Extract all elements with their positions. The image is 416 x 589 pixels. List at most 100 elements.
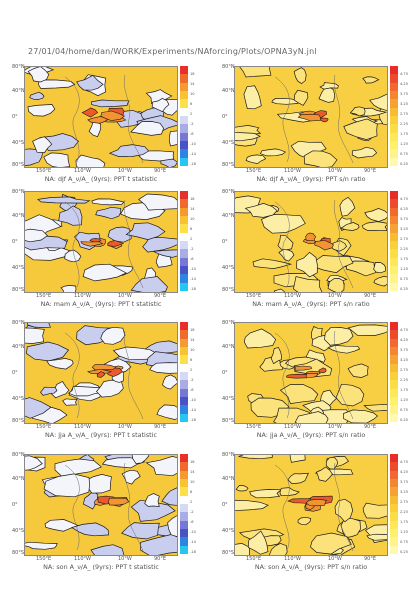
colorbar-label: 3.75 <box>400 92 409 96</box>
colorbar-swatch <box>180 371 188 381</box>
lat-tick-label: 40°S <box>222 396 235 402</box>
contour-map <box>234 66 388 168</box>
colorbar-label: 14 <box>190 207 195 211</box>
colorbar-label: -14 <box>190 540 196 544</box>
colorbar <box>390 454 398 554</box>
colorbar-swatch <box>390 265 398 275</box>
lat-tick-label: 40°S <box>12 265 25 271</box>
coastline <box>64 74 144 164</box>
lat-tick-label: 40°N <box>222 88 235 94</box>
colorbar-label: 2 <box>190 237 193 241</box>
map-panel-mam-t: 80°N 40°N 0° 40°S 80°S 150°E 110°W 10°W 90°E NA: … <box>12 189 202 319</box>
colorbar-swatch <box>180 282 188 291</box>
colorbar-swatch <box>390 191 398 200</box>
colorbar-swatch <box>180 545 188 554</box>
lon-tick-label: 110°W <box>284 168 301 174</box>
colorbar-label: 2.25 <box>400 510 409 514</box>
contour-region <box>167 515 177 537</box>
lat-tick-label: 0° <box>222 502 228 508</box>
colorbar-swatch <box>390 157 398 166</box>
colorbar-swatch <box>180 338 188 347</box>
panel-caption: NA: son A_ν/A_ (9yrs): PPT s/n ratio <box>254 563 368 571</box>
colorbar-label: 18 <box>190 328 195 332</box>
contour-region <box>68 385 109 397</box>
lon-tick-label: 10°W <box>118 424 132 430</box>
colorbar-label: 10 <box>190 348 195 352</box>
contour-region <box>26 323 51 328</box>
contour-region <box>244 203 278 218</box>
contour-region <box>351 146 378 159</box>
colorbar-label: 2.75 <box>400 237 409 241</box>
contour-region-high <box>100 110 125 121</box>
colorbar-swatch <box>390 537 398 546</box>
map-panel-son-t: 80°N 40°N 0° 40°S 80°S 150°E 110°W 10°W 90°E NA: … <box>12 452 202 582</box>
lat-tick-label: 0° <box>12 114 18 120</box>
contour-region <box>46 358 74 370</box>
lon-tick-label: 90°E <box>364 168 377 174</box>
contour-region <box>362 502 387 519</box>
colorbar-swatch <box>390 388 398 397</box>
contour-region <box>296 251 318 278</box>
lon-tick-label: 10°W <box>328 556 342 562</box>
contour-region <box>345 260 378 277</box>
contour-region <box>339 222 360 231</box>
lon-tick-label: 150°E <box>36 168 52 174</box>
contour-region <box>156 404 177 420</box>
colorbar-swatch <box>390 149 398 158</box>
colorbar-swatch <box>390 528 398 538</box>
map-panel-jja-t: 80°N 40°N 0° 40°S 80°S 150°E 110°W 10°W 90°E NA: … <box>12 320 202 450</box>
lat-tick-label: 80°S <box>222 287 235 293</box>
colorbar-swatch <box>180 140 188 150</box>
colorbar-label: -2 <box>190 510 194 514</box>
colorbar-swatch <box>390 545 398 554</box>
map-field <box>25 323 177 423</box>
contour-region <box>243 328 277 349</box>
colorbar-label: -2 <box>190 247 194 251</box>
contour-map <box>24 191 178 293</box>
colorbar-label: -10 <box>190 267 196 271</box>
colorbar-label: 1.75 <box>400 520 409 524</box>
contour-region <box>26 341 70 362</box>
colorbar-swatch <box>180 503 188 513</box>
colorbar-label: 2.25 <box>400 122 409 126</box>
colorbar-label: 18 <box>190 460 195 464</box>
contour-region <box>62 398 78 406</box>
lon-tick-label: 150°E <box>36 293 52 299</box>
colorbar-swatch <box>390 249 398 258</box>
lat-tick-label: 80°N <box>12 452 25 458</box>
map-field <box>25 192 177 292</box>
map-panel-jja-sn: 80°N 40°N 0° 40°S 80°S 150°E 110°W 10°W 90°E NA: … <box>222 320 412 450</box>
colorbar-swatch <box>390 132 398 141</box>
colorbar-label: 6 <box>190 102 193 106</box>
lon-tick-label: 90°E <box>154 293 167 299</box>
contour-region <box>25 541 58 550</box>
map-field <box>235 67 387 167</box>
contour-region <box>297 516 312 526</box>
lat-tick-label: 80°S <box>12 418 25 424</box>
colorbar-label: -6 <box>190 388 194 392</box>
contour-region <box>76 74 104 91</box>
colorbar-swatch <box>390 462 398 471</box>
contour-map <box>24 322 178 424</box>
lon-tick-label: 110°W <box>74 168 91 174</box>
colorbar-label: 4.25 <box>400 207 409 211</box>
colorbar-swatch <box>390 99 398 108</box>
colorbar-label: -14 <box>190 408 196 412</box>
colorbar-swatch <box>180 454 188 463</box>
colorbar-label: -14 <box>190 152 196 156</box>
contour-region <box>142 237 177 253</box>
contour-region <box>95 206 122 220</box>
lon-tick-label: 10°W <box>328 293 342 299</box>
colorbar-swatch <box>390 371 398 381</box>
colorbar-swatch <box>390 215 398 225</box>
contour-region-high <box>285 373 308 379</box>
lon-tick-label: 150°E <box>246 424 262 430</box>
coastline <box>64 330 144 420</box>
colorbar-swatch <box>180 528 188 538</box>
lat-tick-label: 40°N <box>12 213 25 219</box>
contour-region <box>373 275 387 287</box>
colorbar <box>390 191 398 291</box>
contour-region <box>38 79 76 89</box>
contour-region <box>339 196 356 217</box>
colorbar-swatch <box>180 157 188 166</box>
